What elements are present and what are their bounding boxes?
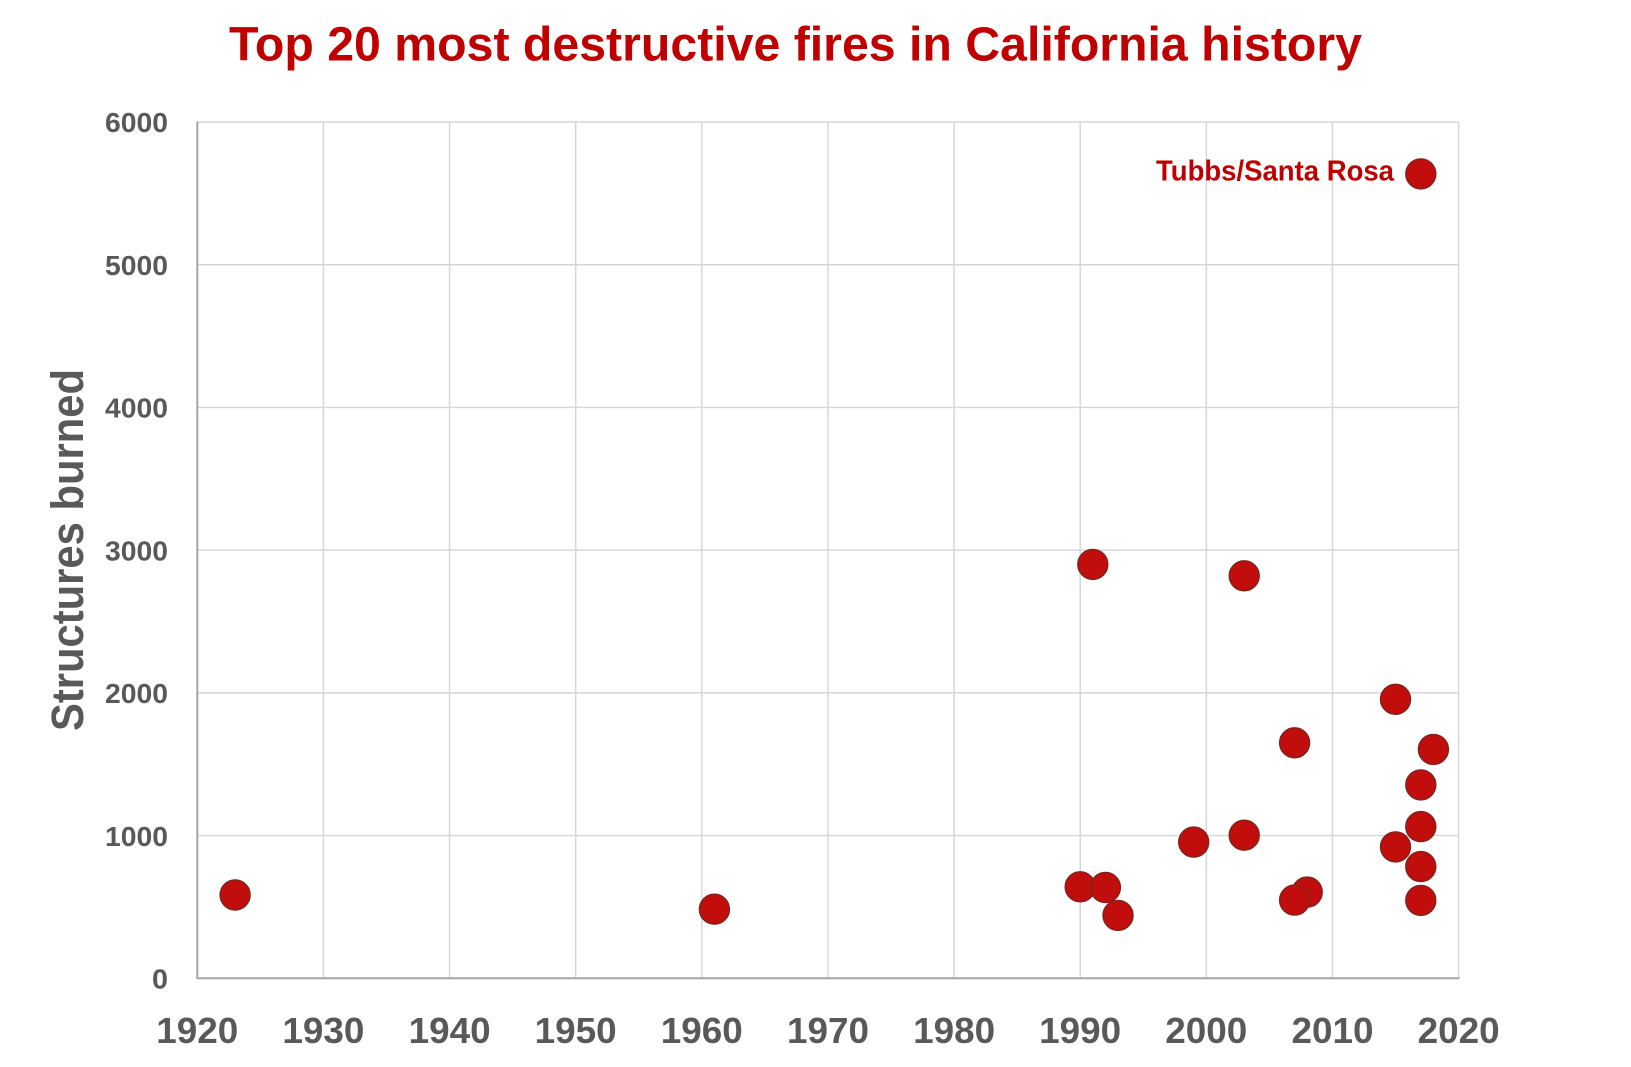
svg-text:1970: 1970 bbox=[787, 1010, 869, 1051]
svg-text:2020: 2020 bbox=[1418, 1010, 1500, 1051]
svg-text:1960: 1960 bbox=[661, 1010, 743, 1051]
svg-text:2010: 2010 bbox=[1292, 1010, 1374, 1051]
svg-text:1920: 1920 bbox=[156, 1010, 238, 1051]
svg-text:3000: 3000 bbox=[105, 535, 168, 566]
svg-text:1980: 1980 bbox=[913, 1010, 995, 1051]
svg-text:1000: 1000 bbox=[105, 821, 168, 852]
svg-text:Top 20 most destructive fires: Top 20 most destructive fires in Califor… bbox=[229, 19, 1362, 72]
svg-text:0: 0 bbox=[152, 964, 168, 995]
svg-text:1940: 1940 bbox=[409, 1010, 491, 1051]
svg-text:1990: 1990 bbox=[1039, 1010, 1121, 1051]
svg-text:1930: 1930 bbox=[282, 1010, 364, 1051]
svg-text:2000: 2000 bbox=[105, 678, 168, 709]
svg-text:4000: 4000 bbox=[105, 393, 168, 424]
svg-text:Tubbs/Santa Rosa: Tubbs/Santa Rosa bbox=[1156, 156, 1395, 188]
svg-text:6000: 6000 bbox=[105, 107, 168, 138]
svg-text:5000: 5000 bbox=[105, 250, 168, 281]
svg-text:Structures burned: Structures burned bbox=[42, 369, 93, 731]
svg-text:1950: 1950 bbox=[535, 1010, 617, 1051]
svg-text:2000: 2000 bbox=[1165, 1010, 1247, 1051]
